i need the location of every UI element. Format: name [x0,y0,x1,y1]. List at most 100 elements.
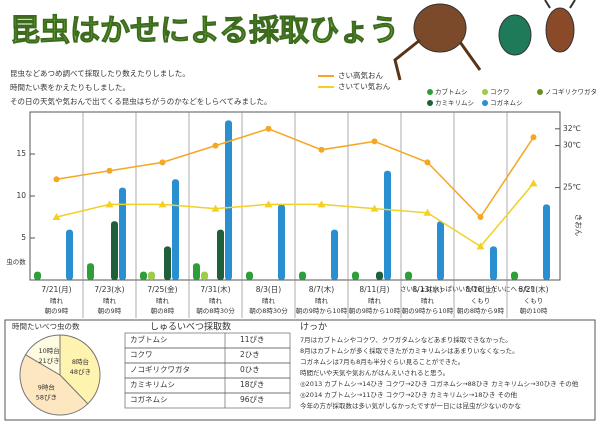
pie-value-label: 58ぴき [36,393,57,401]
temperature-line [56,128,535,219]
x-tick-label: 8/3(日) [256,285,281,294]
legend-label: コクワ [490,88,510,96]
insect-count-bar [376,271,383,280]
table-cell: ノコギリクワガタ [130,364,190,374]
x-tick-label: 8/11(月) [359,285,389,294]
intro-line: 昆虫などあつめ調べて採取したり数えたりしました。 [10,68,190,78]
title: 昆虫はかせによる採取ひょう [10,14,399,49]
temperature-point [424,159,431,166]
time-label: 朝の9時 [45,307,69,315]
y2-tick-label: 32℃ [563,124,581,133]
legend-label: カブトムシ [435,87,468,96]
result-line: ◎2014 カブトムシ→11ひき コクワ→2ひき カミキリムシ→18ひき その他 [300,390,517,399]
y2-tick-label: 25℃ [563,183,581,192]
insect-count-bar [384,170,391,280]
insect-count-bar [193,263,200,280]
x-tick-label: 7/31(木) [200,284,230,294]
beetle-drawings [393,0,576,81]
pie-title: 時間たいべつ虫の数 [12,321,80,331]
x-tick-label: 8/7(木) [309,284,334,294]
insect-count-bar [87,263,94,280]
table-cell: コガネムシ [130,394,168,404]
x-tick-label: 7/21(月) [41,285,71,294]
insect-count-bar [437,221,444,280]
temperature-point [530,134,537,141]
annotation: さいしょはいっぱいいたけどしだいにへった!! [400,285,535,293]
legend-label: コガネムシ [490,98,523,107]
temperature-point [212,142,219,149]
result-line: ◎2013 カブトムシ→14ひき コクワ→2ひき コガネムシ→88ひき カミキリ… [300,379,579,388]
insect-count-bar [34,271,41,280]
y2-axis-label: きおん [574,214,583,237]
table-cell: カミキリムシ [130,380,175,389]
x-tick-label: 8/13(水) [412,284,442,294]
temperature-point [423,208,432,216]
table-cell: コクワ [130,350,153,359]
y-tick-label: 10 [16,191,26,200]
table-title: しゅるいべつ採取数 [150,321,231,333]
insect-count-bar [490,246,497,280]
legend-swatch [537,89,543,95]
insect-count-bar [543,204,550,280]
temperature-point [317,200,326,208]
pie-category: 9時台 [38,382,55,391]
bottom-frame [4,319,596,421]
insect-count-bar [278,204,285,280]
temperature-point [370,204,379,212]
weather-label: 晴れ [421,296,435,305]
result-title: けっか [300,322,327,333]
insect-count-bar [111,221,118,280]
temperature-point [265,125,272,132]
insect-count-bar [299,271,306,280]
result-line: 8月はカブトムシが多く採取できたがカミキリムシはあまりいなくなった。 [300,346,519,355]
insect-count-bar [405,271,412,280]
time-label: 朝の9時から10時 [296,307,348,315]
intro-line: その日の天気や気おんで出てくる昆虫はちがうのかなどをしらべてみました。 [10,96,271,106]
weather-label: 晴れ [368,296,382,305]
x-tick-label: 7/23(水) [94,284,124,294]
insect-count-bar [172,179,179,280]
y-axis-label: 虫の数 [6,257,26,266]
legend-swatch [427,100,433,106]
table-row [124,392,291,409]
temperature-point [476,242,485,250]
time-label: 朝の9時 [98,307,122,315]
weather-label: 晴れ [156,296,170,305]
y-tick-label: 5 [21,233,26,242]
weather-label: くもり [471,297,491,305]
intro-line: 時間たい表をかえたりもしました。 [10,82,130,92]
insect-count-bar [352,271,359,280]
time-label: 朝の10時 [520,307,548,315]
weather-label: 晴れ [262,296,276,305]
legend-swatch [482,89,488,95]
time-label: 朝の9時から10時 [349,307,401,315]
pie-slice [59,334,101,405]
pie-value-label: 21ぴき [38,357,59,365]
table-cell: 18ぴき [240,380,265,389]
legend-label: カミキリムシ [435,99,474,107]
table-cell: 0ひき [240,365,260,374]
insect-count-bar [331,229,338,280]
pie-category: 10時台 [38,346,59,355]
table-cell: カブトムシ [130,334,168,344]
legend-label: さいてい気おん [338,81,391,91]
temperature-line [56,182,535,248]
insect-count-bar [217,229,224,280]
result-line: 時間だいや天気や気おんがはんえいされると思う。 [300,368,449,377]
weather-label: 晴れ [209,296,223,305]
insect-count-bar [225,120,232,281]
legend-swatch [427,89,433,95]
time-label: 朝の8時 [151,307,175,315]
pie-slice [19,354,89,416]
legend-label: さい高気おん [338,70,383,80]
table-cell: 11ぴき [240,335,265,344]
temperature-point [106,167,113,174]
table-cell: 2ひき [240,350,260,359]
temperature-point [371,138,378,145]
time-label: 朝の8時30分 [249,306,288,315]
insect-count-bar [246,271,253,280]
insect-count-bar [511,271,518,280]
temperature-point [52,213,61,220]
